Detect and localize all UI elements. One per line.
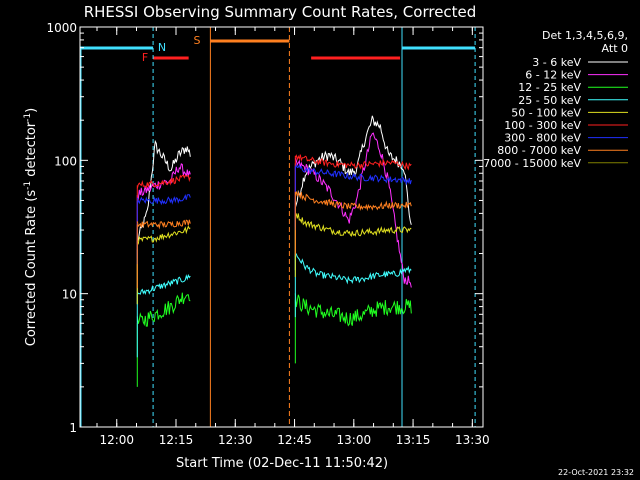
- series-3-6-kev-seg1: [136, 139, 191, 241]
- generated-timestamp: 22-Oct-2021 23:32: [558, 468, 634, 477]
- legend-header-attenuator: Att 0: [602, 42, 628, 55]
- y-axis-label: Corrected Count Rate (s-1 detector-1): [23, 108, 39, 346]
- y-tick-label: 1: [69, 421, 77, 435]
- x-tick-label: 12:30: [218, 433, 253, 447]
- y-tick-label: 1000: [46, 21, 77, 35]
- series-100-300-kev-seg1: [136, 174, 191, 189]
- legend-label: 7000 - 15000 keV: [483, 157, 581, 170]
- x-tick-label: 12:45: [277, 433, 312, 447]
- plot-frame: [79, 26, 484, 428]
- legend-label: 50 - 100 keV: [511, 106, 581, 119]
- series-25-50-kev-seg1: [136, 273, 191, 296]
- y-axis-label-mid: detector: [24, 121, 39, 181]
- series-layer: [136, 115, 412, 387]
- series-3-6-kev-seg2: [294, 115, 412, 225]
- legend-label: 3 - 6 keV: [532, 56, 581, 69]
- y-axis: 1 10 100 1000: [46, 21, 483, 435]
- legend-label: 800 - 7000 keV: [497, 144, 581, 157]
- series-300-800-kev-seg1: [136, 193, 191, 206]
- flare-marker-label: F: [142, 51, 148, 64]
- legend-label: 100 - 300 keV: [504, 119, 581, 132]
- chart-title: RHESSI Observing Summary Count Rates, Co…: [84, 3, 477, 21]
- y-axis-label-sup2: -1: [23, 113, 33, 122]
- night-marker-label: N: [158, 41, 166, 54]
- legend-label: 12 - 25 keV: [518, 81, 581, 94]
- series-50-100-kev-seg2: [294, 212, 412, 238]
- x-tick-label: 13:00: [337, 433, 372, 447]
- series-25-50-kev-seg2: [294, 252, 412, 285]
- series-800-7000-kev-seg1: [136, 219, 191, 230]
- series-6-12-kev-seg2: [294, 132, 412, 288]
- series-800-7000-kev-seg2: [294, 190, 412, 212]
- x-axis: 12:00 12:15 12:30 12:45 13:00 13:15 13:30: [96, 27, 490, 447]
- x-tick-label: 12:00: [99, 433, 134, 447]
- series-100-300-kev-seg2: [294, 154, 412, 171]
- series-50-100-kev-seg1: [136, 225, 191, 245]
- series-12-25-kev-seg1: [136, 292, 191, 327]
- legend-label: 6 - 12 keV: [525, 69, 581, 82]
- x-tick-label: 12:15: [159, 433, 194, 447]
- series-300-800-kev-seg2: [294, 163, 412, 186]
- x-tick-label: 13:15: [396, 433, 431, 447]
- x-axis-label: Start Time (02-Dec-11 11:50:42): [176, 456, 388, 471]
- legend-label: 25 - 50 keV: [518, 94, 581, 107]
- legend-header-detectors: Det 1,3,4,5,6,9,: [542, 29, 628, 42]
- x-tick-label: 13:30: [455, 433, 490, 447]
- y-axis-label-end: ): [24, 108, 39, 113]
- saa-marker-label: S: [194, 34, 201, 47]
- legend-label: 300 - 800 keV: [504, 132, 581, 145]
- y-tick-label: 100: [54, 154, 77, 168]
- y-tick-label: 10: [62, 288, 77, 302]
- y-axis-label-main: Corrected Count Rate (s: [24, 190, 39, 347]
- series-12-25-kev-seg2: [294, 293, 412, 327]
- y-axis-label-sup1: -1: [23, 181, 33, 190]
